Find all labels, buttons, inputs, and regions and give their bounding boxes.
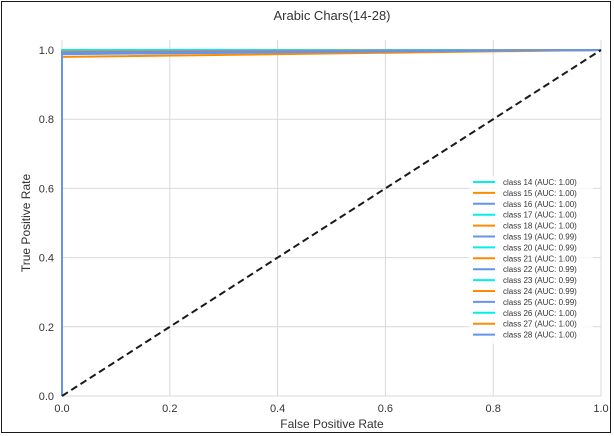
legend-entry: class 21 (AUC: 1.00) — [503, 254, 577, 263]
legend-entry: class 22 (AUC: 0.99) — [503, 265, 577, 274]
legend-entry: class 27 (AUC: 1.00) — [503, 320, 577, 329]
legend-entry: class 17 (AUC: 1.00) — [503, 211, 577, 220]
legend-entry: class 23 (AUC: 0.99) — [503, 276, 577, 285]
y-tick-label: 0.0 — [39, 391, 54, 403]
legend-entry: class 15 (AUC: 1.00) — [503, 189, 577, 198]
x-tick-label: 0.2 — [162, 403, 177, 415]
legend-entry: class 28 (AUC: 1.00) — [503, 331, 577, 340]
x-tick-label: 1.0 — [593, 403, 608, 415]
x-tick-label: 0.6 — [378, 403, 393, 415]
y-axis-label: True Positive Rate — [19, 174, 33, 273]
legend-entry: class 26 (AUC: 1.00) — [503, 309, 577, 318]
y-tick-label: 0.6 — [39, 183, 54, 195]
y-tick-label: 0.8 — [39, 114, 54, 126]
y-tick-label: 0.4 — [39, 253, 54, 265]
legend-entry: class 16 (AUC: 1.00) — [503, 200, 577, 209]
x-tick-label: 0.0 — [54, 403, 69, 415]
x-tick-label: 0.8 — [486, 403, 501, 415]
legend-entry: class 25 (AUC: 0.99) — [503, 298, 577, 307]
legend-entry: class 19 (AUC: 0.99) — [503, 233, 577, 242]
legend-entry: class 18 (AUC: 1.00) — [503, 222, 577, 231]
legend-entry: class 20 (AUC: 0.99) — [503, 243, 577, 252]
legend-entry: class 14 (AUC: 1.00) — [503, 178, 577, 187]
x-tick-label: 0.4 — [270, 403, 285, 415]
y-tick-label: 0.2 — [39, 322, 54, 334]
chart-title: Arabic Chars(14-28) — [273, 8, 390, 23]
y-tick-label: 1.0 — [39, 45, 54, 57]
legend-entry: class 24 (AUC: 0.99) — [503, 287, 577, 296]
reference-diagonal-line — [61, 49, 602, 397]
roc-curve — [61, 49, 602, 396]
x-axis-label: False Positive Rate — [280, 417, 384, 431]
